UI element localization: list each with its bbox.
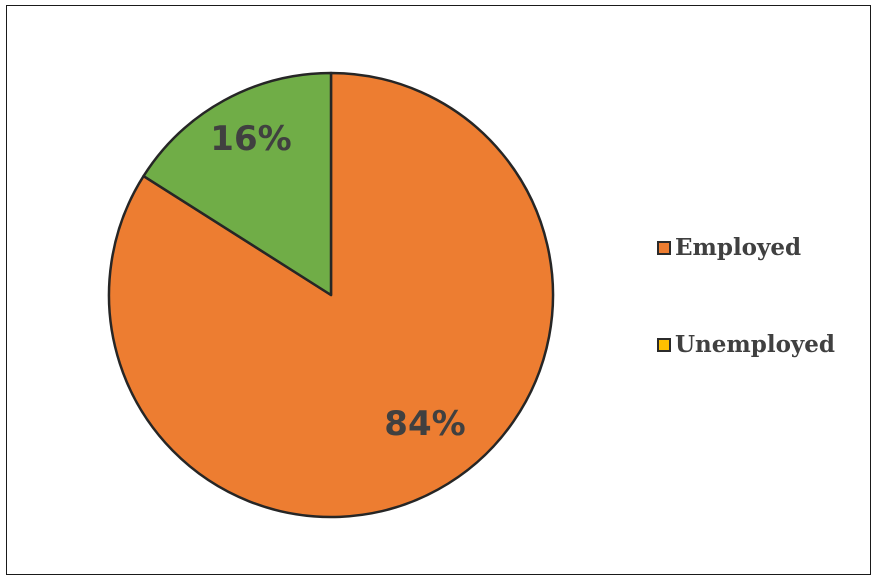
legend-label-employed: Employed — [675, 233, 802, 261]
data-label-unemployed: 16% — [210, 119, 291, 159]
legend: Employed Unemployed — [657, 227, 835, 421]
legend-label-unemployed: Unemployed — [675, 330, 835, 358]
pie-chart: 84% 16% — [107, 71, 555, 519]
legend-item-unemployed: Unemployed — [657, 324, 835, 364]
legend-item-employed: Employed — [657, 227, 835, 267]
chart-area: 84% 16% Employed Unemployed — [6, 5, 871, 575]
legend-swatch-employed — [657, 240, 671, 255]
pie-slice-unemployed — [142, 71, 333, 297]
legend-swatch-unemployed — [657, 337, 671, 352]
pie-slice-employed — [107, 71, 555, 519]
data-label-employed: 84% — [384, 404, 465, 444]
